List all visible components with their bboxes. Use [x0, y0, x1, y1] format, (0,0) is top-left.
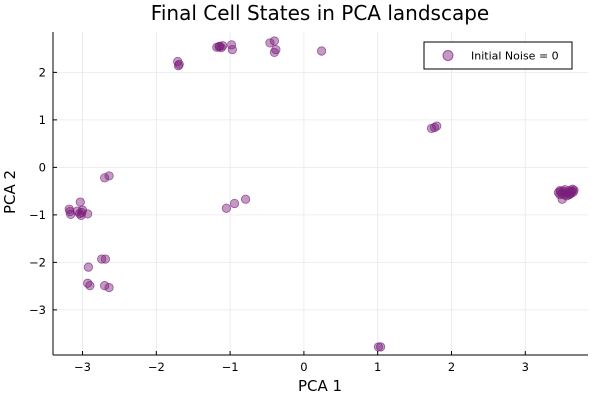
- data-points: [64, 36, 579, 352]
- data-point: [432, 121, 442, 131]
- x-tick-label: −1: [222, 360, 239, 374]
- chart-title: Final Cell States in PCA landscape: [151, 1, 489, 25]
- data-point: [85, 281, 95, 291]
- data-point: [226, 40, 237, 50]
- data-point: [221, 203, 232, 213]
- data-point: [569, 185, 579, 195]
- x-axis-label: PCA 1: [298, 377, 342, 395]
- data-point: [75, 197, 85, 207]
- y-tick-label: −1: [29, 208, 46, 222]
- y-tick-label: −3: [29, 303, 46, 317]
- x-ticks: −3 −2 −1 0 1 2 3: [74, 351, 529, 374]
- y-tick-label: 1: [39, 113, 46, 127]
- data-point: [100, 254, 110, 264]
- y-axis-label: PCA 2: [1, 170, 19, 214]
- data-point: [83, 262, 94, 272]
- data-point: [229, 198, 240, 209]
- data-point: [174, 59, 184, 69]
- data-point: [376, 342, 386, 352]
- legend: Initial Noise = 0: [423, 41, 573, 70]
- axes: [52, 32, 588, 356]
- data-point: [271, 44, 281, 55]
- y-tick-label: −2: [29, 255, 46, 269]
- x-tick-label: 2: [448, 360, 455, 374]
- x-tick-label: −3: [74, 360, 91, 374]
- data-point: [241, 194, 251, 204]
- legend-marker: [442, 50, 454, 61]
- data-point: [104, 171, 114, 181]
- data-point: [214, 42, 224, 52]
- data-point: [373, 342, 384, 352]
- data-point: [97, 254, 107, 264]
- data-point: [269, 47, 279, 58]
- x-tick-label: 0: [300, 360, 307, 374]
- data-point: [265, 38, 275, 48]
- grid-lines: [53, 32, 588, 355]
- data-point: [83, 209, 93, 219]
- x-tick-label: 1: [374, 360, 381, 374]
- legend-box: [423, 41, 573, 70]
- y-tick-label: 2: [39, 65, 46, 79]
- data-point: [317, 46, 327, 56]
- data-point: [269, 36, 279, 46]
- data-point: [100, 281, 110, 291]
- data-point: [227, 44, 237, 55]
- y-tick-label: 0: [39, 160, 46, 174]
- x-tick-label: 3: [522, 360, 529, 374]
- data-point: [100, 173, 110, 183]
- legend-label: Initial Noise = 0: [471, 50, 559, 63]
- data-point: [104, 282, 114, 293]
- x-tick-label: −2: [148, 360, 165, 374]
- data-point: [218, 41, 228, 51]
- data-point: [215, 41, 225, 51]
- y-ticks: −3 −2 −1 0 1 2: [29, 65, 57, 317]
